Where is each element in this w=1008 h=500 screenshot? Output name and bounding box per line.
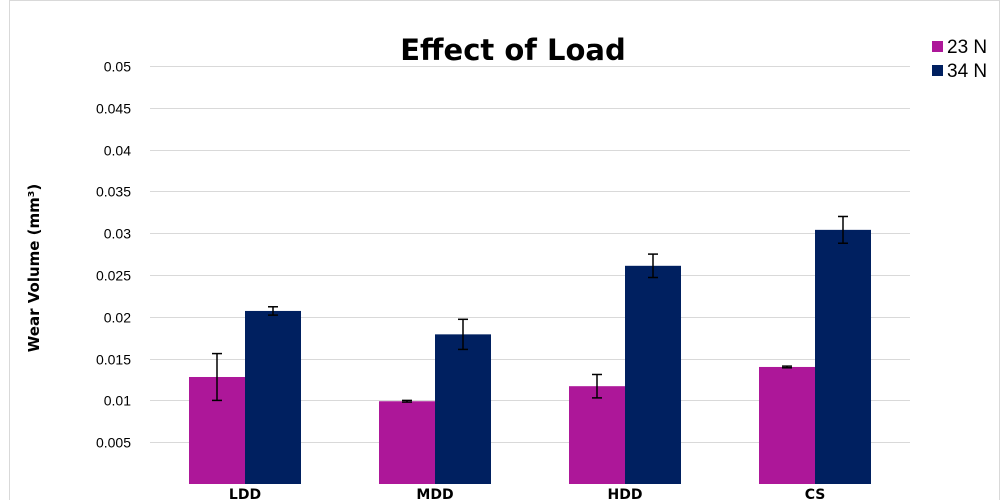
category-labels: LDD MDD HDD CS [229, 487, 825, 500]
y-tick-label: 0.005 [96, 435, 131, 451]
category-label: HDD [608, 487, 643, 500]
legend-label: 23 N [947, 37, 987, 58]
legend: 23 N 34 N [932, 37, 987, 82]
y-tick-labels: 0.005 0.01 0.015 0.02 0.025 0.03 0.035 0.04 0.04… [96, 59, 131, 451]
bar [759, 366, 815, 484]
y-tick-label: 0.01 [104, 393, 131, 409]
y-axis-label: Wear Volume (mm³) [25, 184, 43, 352]
bar [815, 229, 871, 484]
bar [625, 265, 681, 484]
y-tick-label: 0.05 [104, 59, 131, 75]
y-tick-label: 0.03 [104, 226, 131, 242]
legend-swatch [932, 65, 943, 76]
y-tick-label: 0.045 [96, 101, 131, 117]
bar [435, 334, 491, 484]
bars [189, 229, 871, 484]
category-label: MDD [416, 487, 453, 500]
legend-label: 34 N [947, 61, 987, 82]
chart-border [9, 0, 1000, 500]
y-tick-label: 0.025 [96, 268, 131, 284]
bar [379, 401, 435, 484]
error-bars [212, 215, 848, 403]
y-tick-label: 0.02 [104, 310, 131, 326]
y-tick-label: 0.04 [104, 143, 131, 159]
bar [569, 386, 625, 484]
bar [245, 310, 301, 484]
category-label: CS [805, 487, 826, 500]
y-tick-label: 0.015 [96, 352, 131, 368]
legend-swatch [932, 41, 943, 52]
y-tick-label: 0.035 [96, 184, 131, 200]
category-label: LDD [229, 487, 261, 500]
chart-title: Effect of Load [400, 33, 626, 67]
